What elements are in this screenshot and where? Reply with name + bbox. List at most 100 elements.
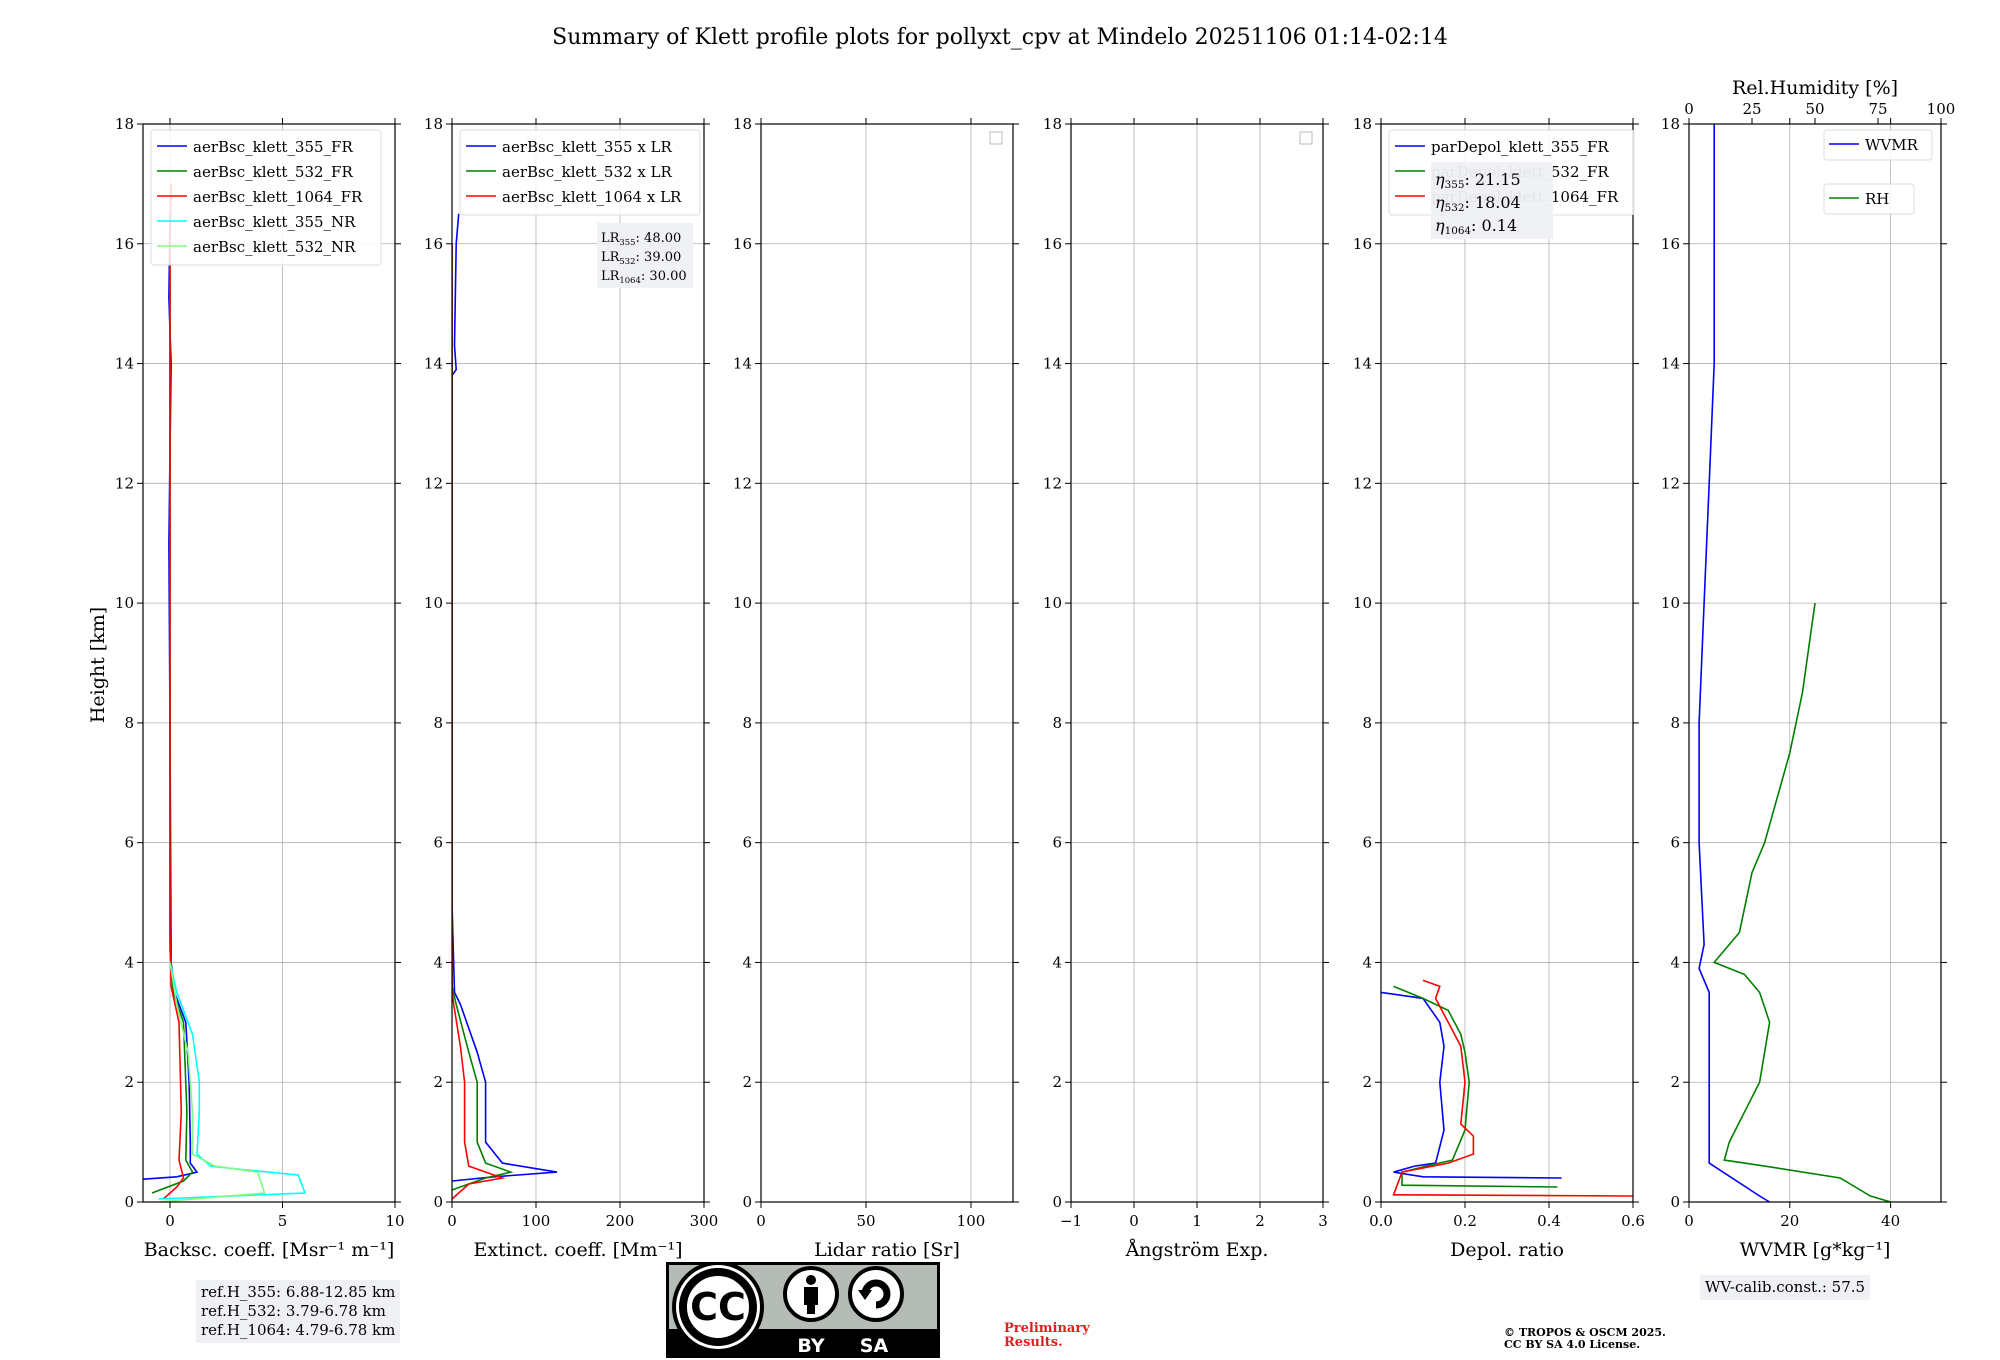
legend-label: aerBsc_klett_355 x LR	[502, 138, 673, 156]
y-tick-label: 0	[1362, 1193, 1372, 1211]
y-tick-label: 16	[1661, 235, 1680, 253]
legend-box	[1823, 183, 1915, 215]
panel-depol: 0 2 4 6 8 10 12 14 16 18 0.0 0.2 0.4 0.6 Depol. ratio p…	[1353, 115, 1645, 1261]
legend-label: aerBsc_klett_532_NR	[193, 238, 356, 256]
series-line-aerBsc_klett_1064 x LR	[452, 243, 506, 1200]
y-tick-label: 4	[433, 953, 443, 971]
annotation-colon: :	[641, 269, 650, 284]
annotation-value: 30.00	[649, 269, 686, 284]
annotation-subscript: 1064	[619, 275, 640, 285]
top-tick-label: 100	[1927, 100, 1956, 118]
y-tick-label: 4	[1362, 953, 1372, 971]
y-tick-label: 2	[124, 1073, 134, 1091]
legend-label: aerBsc_klett_355_FR	[193, 138, 353, 156]
annotation-line: η532: 18.04	[1435, 193, 1521, 214]
legend-box	[459, 129, 701, 216]
x-tick-label: 0	[1684, 1212, 1694, 1230]
wv-calib-box: WV-calib.const.: 57.5	[1700, 1275, 1871, 1300]
y-tick-label: 18	[733, 115, 752, 133]
legend-label: parDepol_klett_355_FR	[1431, 138, 1609, 156]
annotation-colon: :	[636, 231, 645, 246]
y-tick-label: 12	[733, 474, 752, 492]
y-tick-label: 12	[1353, 474, 1372, 492]
annotation-subscript: 532	[1445, 202, 1465, 214]
y-tick-label: 6	[742, 834, 752, 852]
annotation-box	[1431, 162, 1553, 239]
legend-wvmr: WVMR	[1823, 129, 1933, 161]
series-line-aerBsc_klett_532_NR	[158, 962, 266, 1202]
series-group-ext	[452, 213, 558, 1200]
y-tick-label: 14	[424, 355, 443, 373]
y-tick-label: 4	[1052, 953, 1062, 971]
annotation-value: 21.15	[1475, 170, 1521, 189]
ref-height-1064: ref.H_1064: 4.79-6.78 km	[201, 1321, 396, 1339]
x-tick-label: 50	[856, 1212, 875, 1230]
series-line-parDepol_klett_532_FR	[1393, 985, 1558, 1188]
figure-title: Summary of Klett profile plots for polly…	[552, 25, 1448, 50]
y-tick-label: 10	[1661, 594, 1680, 612]
series-line-parDepol_klett_1064_FR	[1392, 979, 1633, 1197]
annotation-symbol: LR	[601, 231, 621, 246]
y-tick-label: 0	[1670, 1193, 1680, 1211]
series-line-aerBsc_klett_532_FR	[151, 243, 194, 1194]
y-tick-label: 10	[424, 594, 443, 612]
copyright-line-1: © TROPOS & OSCM 2025.	[1504, 1326, 1666, 1339]
series-line-WVMR	[1698, 124, 1771, 1202]
y-tick-label: 4	[1670, 953, 1680, 971]
x-axis-label: WVMR [g*kg⁻¹]	[1740, 1239, 1891, 1261]
x-axis-label: Backsc. coeff. [Msr⁻¹ m⁻¹]	[144, 1239, 395, 1261]
y-tick-label: 6	[1362, 834, 1372, 852]
legend-label: WVMR	[1865, 136, 1919, 154]
x-axis-label: Ångström Exp.	[1125, 1239, 1269, 1261]
x-tick-label: 0.0	[1369, 1212, 1393, 1230]
annotation-symbol: LR	[601, 269, 621, 284]
y-tick-label: 18	[1661, 115, 1680, 133]
series-line-RH	[1712, 602, 1891, 1202]
y-axis-label: Height [km]	[87, 607, 109, 723]
y-tick-label: 2	[1670, 1073, 1680, 1091]
y-tick-label: 6	[124, 834, 134, 852]
y-tick-label: 6	[433, 834, 443, 852]
series-line-aerBsc_klett_355_NR	[158, 962, 307, 1200]
x-axis-label: Lidar ratio [Sr]	[814, 1239, 960, 1261]
x-axis-label: Depol. ratio	[1450, 1239, 1564, 1261]
y-tick-label: 16	[1353, 235, 1372, 253]
ref-height-355: ref.H_355: 6.88-12.85 km	[201, 1283, 396, 1301]
y-tick-label: 10	[1043, 594, 1062, 612]
y-tick-label: 14	[1353, 355, 1372, 373]
panel-ext: 0 2 4 6 8 10 12 14 16 18 0 100 200 300 Extinct. coeff.…	[424, 115, 718, 1261]
y-tick-label: 8	[1670, 714, 1680, 732]
panel-frame	[451, 123, 705, 1203]
x-axis-label: Extinct. coeff. [Mm⁻¹]	[473, 1239, 682, 1261]
x-tick-label: 200	[606, 1212, 635, 1230]
y-tick-label: 12	[1661, 474, 1680, 492]
y-tick-label: 2	[1052, 1073, 1062, 1091]
annotation-line: LR355: 48.00	[601, 231, 681, 247]
x-tick-label: 1	[1192, 1212, 1202, 1230]
x-tick-label: 300	[690, 1212, 719, 1230]
y-tick-label: 0	[742, 1193, 752, 1211]
empty-legend-box	[989, 131, 1003, 145]
legend-box	[150, 129, 382, 266]
annotation-line: η1064: 0.14	[1435, 216, 1517, 237]
series-line-aerBsc_klett_532 x LR	[452, 243, 514, 1191]
share-alike-icon	[848, 1266, 904, 1322]
y-tick-label: 18	[1353, 115, 1372, 133]
panel-frame	[142, 123, 396, 1203]
annotation-subscript: 355	[1445, 179, 1465, 191]
legend-label: RH	[1865, 190, 1889, 208]
y-tick-label: 16	[115, 235, 134, 253]
panel-frame	[1380, 123, 1634, 1203]
legend-label: aerBsc_klett_532 x LR	[502, 163, 673, 181]
y-tick-label: 12	[1043, 474, 1062, 492]
x-tick-label: 100	[522, 1212, 551, 1230]
y-tick-label: 12	[424, 474, 443, 492]
x-tick-label: 100	[957, 1212, 986, 1230]
x-tick-label: 10	[385, 1212, 404, 1230]
annotation-subscript: 1064	[1445, 225, 1472, 237]
top-tick-label: 0	[1684, 100, 1694, 118]
top-tick-label: 50	[1805, 100, 1824, 118]
